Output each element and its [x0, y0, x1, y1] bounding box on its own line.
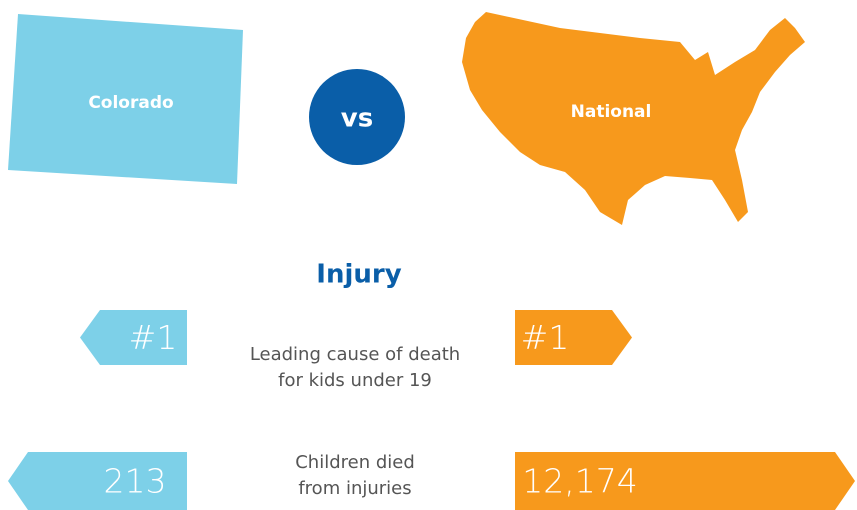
left-label: Colorado: [88, 93, 173, 113]
description-line: Leading cause of death: [250, 344, 460, 365]
description-line: for kids under 19: [278, 370, 432, 391]
right-value: 12,174: [522, 462, 637, 501]
vs-circle: [309, 69, 405, 165]
left-value: 213: [104, 462, 167, 501]
left-arrow: [80, 310, 187, 365]
left-arrow: [8, 452, 187, 510]
heading: Injury: [316, 260, 401, 290]
us-map: [462, 12, 805, 225]
rows: #1 #1 Leading cause of death for kids under…: [8, 310, 855, 510]
right-label: National: [571, 102, 652, 122]
right-value: #1: [521, 318, 570, 357]
right-arrow: [515, 310, 632, 365]
left-value: #1: [129, 318, 178, 357]
vs-text: vs: [341, 104, 373, 134]
description-line: from injuries: [298, 478, 411, 499]
description-line: Children died: [295, 452, 415, 473]
colorado-shape: [8, 14, 243, 184]
right-arrow: [515, 452, 855, 510]
